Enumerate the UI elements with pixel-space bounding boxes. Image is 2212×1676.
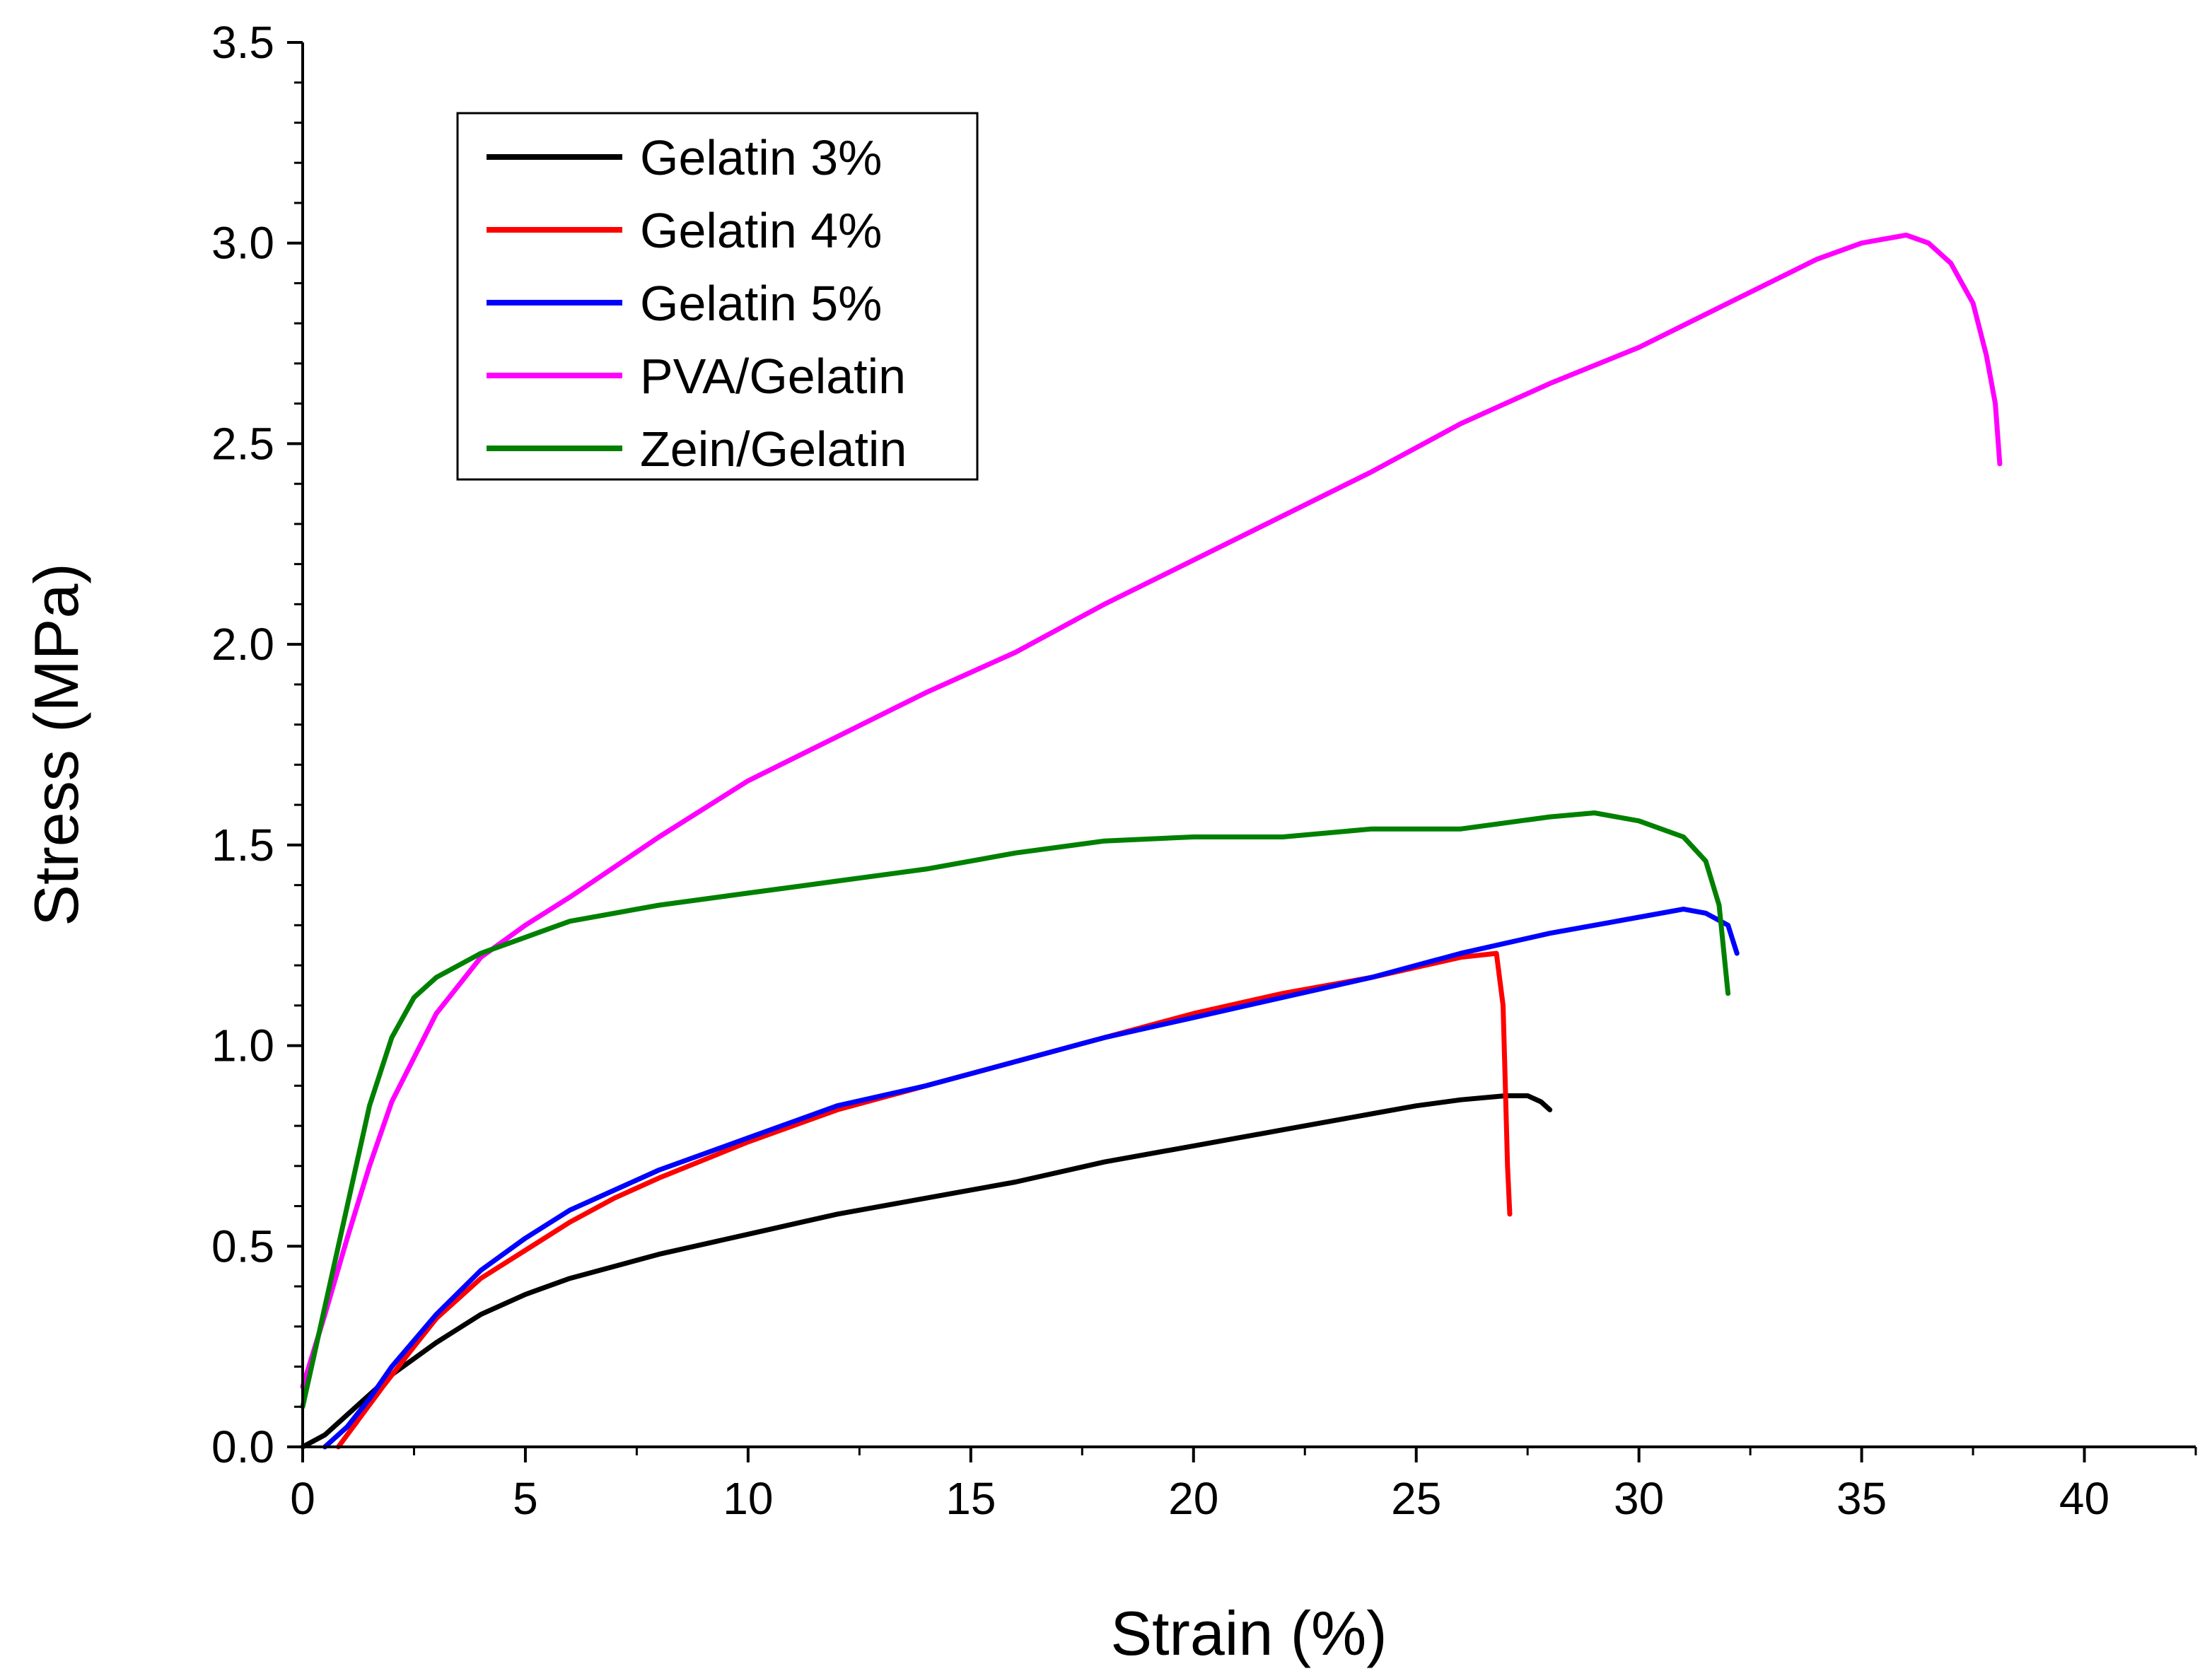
y-tick-label: 1.5 [211, 820, 274, 871]
legend-label-3: PVA/Gelatin [640, 349, 906, 404]
y-tick-label: 3.5 [211, 17, 274, 68]
x-tick-label: 15 [945, 1473, 996, 1524]
x-tick-label: 25 [1391, 1473, 1441, 1524]
y-axis-title: Stress (MPa) [21, 563, 91, 926]
legend-label-0: Gelatin 3% [640, 130, 882, 185]
axes-layer [301, 42, 2196, 1448]
y-tick-label: 0.5 [211, 1221, 274, 1271]
y-tick-label: 0.0 [211, 1421, 274, 1472]
y-tick-label: 3.0 [211, 218, 274, 269]
series-layer [300, 232, 2003, 1450]
x-tick-label: 0 [290, 1473, 315, 1524]
legend: Gelatin 3% Gelatin 4% Gelatin 5% PVA/Gelati… [456, 112, 979, 481]
x-tick-label: 20 [1168, 1473, 1218, 1524]
y-tick-label: 2.5 [211, 418, 274, 469]
series-line-4 [300, 810, 1731, 1409]
legend-box [456, 112, 979, 481]
y-tick-label: 1.0 [211, 1020, 274, 1071]
x-tick-label: 35 [1836, 1473, 1887, 1524]
x-tick-label: 40 [2059, 1473, 2109, 1524]
tick-layer: 0 5 10 15 20 25 30 35 40 0.0 0.5 1.0 1.5 2.0 2.5 3.0 3.5 [211, 17, 2197, 1524]
legend-label-1: Gelatin 4% [640, 203, 882, 258]
x-axis-title: Strain (%) [1110, 1598, 1387, 1668]
x-tick-label: 5 [513, 1473, 538, 1524]
series-line-3 [300, 232, 2003, 1390]
x-tick-label: 30 [1614, 1473, 1664, 1524]
legend-label-4: Zein/Gelatin [640, 421, 907, 477]
series-line-2 [322, 907, 1740, 1450]
x-tick-label: 10 [723, 1473, 773, 1524]
y-tick-label: 2.0 [211, 619, 274, 670]
legend-label-2: Gelatin 5% [640, 276, 882, 331]
